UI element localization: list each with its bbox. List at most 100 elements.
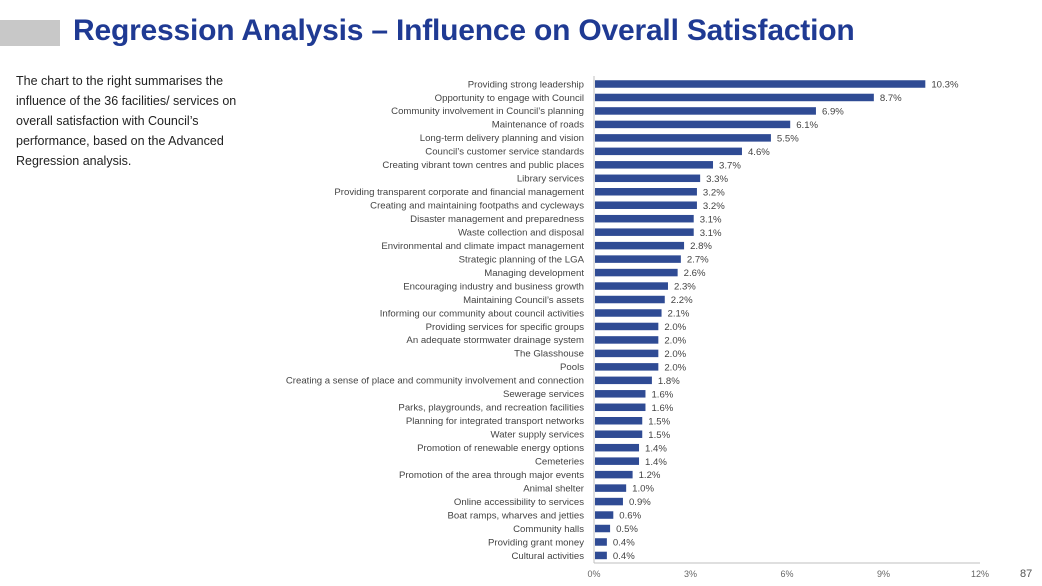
value-label: 6.1%: [796, 120, 818, 131]
bar: [595, 551, 607, 560]
bar: [595, 282, 668, 290]
chart-description: The chart to the right summarises the in…: [16, 74, 237, 168]
bar: [595, 470, 633, 479]
value-label: 2.0%: [664, 322, 686, 333]
value-label: 1.4%: [645, 443, 667, 454]
x-tick-label: 3%: [684, 569, 697, 579]
value-label: 0.5%: [616, 524, 638, 535]
value-label: 2.2%: [671, 295, 693, 306]
page-number: 87: [1020, 568, 1033, 580]
value-label: 3.2%: [703, 201, 725, 212]
category-label: Water supply services: [491, 430, 585, 441]
bar: [595, 174, 701, 183]
category-label: Boat ramps, wharves and jetties: [447, 510, 584, 521]
value-label: 1.5%: [648, 416, 670, 427]
value-label: 0.6%: [619, 511, 641, 522]
category-label: Encouraging industry and business growth: [403, 281, 584, 292]
bar: [595, 497, 623, 506]
bar: [595, 376, 652, 385]
value-label: 1.0%: [632, 484, 654, 495]
bar: [595, 349, 659, 358]
value-label: 2.0%: [664, 362, 686, 373]
value-label: 2.7%: [687, 255, 709, 266]
category-label: Maintenance of roads: [492, 120, 584, 131]
bar: [595, 322, 659, 331]
category-label: Long-term delivery planning and vision: [420, 133, 584, 144]
value-label: 1.4%: [645, 457, 667, 468]
value-label: 2.1%: [668, 309, 690, 320]
value-label: 1.6%: [651, 403, 673, 414]
bar: [595, 336, 659, 344]
bar: [595, 228, 694, 236]
value-label: 5.5%: [777, 133, 799, 144]
category-label: An adequate stormwater drainage system: [406, 335, 584, 346]
category-label: Online accessibility to services: [454, 497, 584, 508]
title-accent-bar: [0, 20, 60, 46]
bar: [595, 511, 614, 519]
value-label: 6.9%: [822, 107, 844, 118]
category-label: Managing development: [484, 268, 584, 279]
category-label: Parks, playgrounds, and recreation facil…: [398, 403, 584, 414]
category-label: Community involvement in Council’s plann…: [391, 106, 584, 117]
value-label: 10.3%: [931, 80, 959, 91]
value-label: 0.4%: [613, 538, 635, 549]
category-label: Promotion of the area through major even…: [399, 470, 584, 481]
bar: [595, 147, 742, 156]
value-label: 2.6%: [684, 268, 706, 279]
category-label: Animal shelter: [523, 483, 585, 494]
category-label: Informing our community about council ac…: [380, 308, 584, 319]
value-label: 1.2%: [639, 470, 661, 481]
category-label: Disaster management and preparedness: [410, 214, 584, 225]
value-label: 3.1%: [700, 228, 722, 239]
bar: [595, 161, 714, 169]
x-tick-label: 0%: [587, 569, 600, 579]
category-label: Promotion of renewable energy options: [417, 443, 584, 454]
value-label: 0.4%: [613, 551, 635, 562]
x-tick-label: 9%: [877, 569, 890, 579]
bar: [595, 201, 697, 209]
bar: [595, 417, 643, 425]
category-label: Waste collection and disposal: [458, 227, 584, 238]
bar: [595, 93, 874, 102]
category-label: Creating and maintaining footpaths and c…: [370, 201, 584, 212]
category-label: Council’s customer service standards: [425, 147, 584, 158]
x-tick-label: 6%: [780, 569, 793, 579]
bar: [595, 295, 665, 304]
bar: [595, 538, 607, 546]
category-label: Providing transparent corporate and fina…: [334, 187, 584, 198]
value-label: 2.0%: [664, 336, 686, 347]
bar: [595, 80, 926, 88]
category-label: Providing grant money: [488, 537, 584, 548]
bar: [595, 403, 646, 412]
category-label: Providing services for specific groups: [426, 322, 585, 333]
value-label: 3.7%: [719, 160, 741, 171]
value-label: 3.2%: [703, 187, 725, 198]
bar: [595, 134, 771, 142]
category-label: Creating vibrant town centres and public…: [382, 160, 584, 171]
bar: [595, 214, 694, 223]
category-label: Strategic planning of the LGA: [459, 254, 585, 265]
bar: [595, 188, 697, 196]
value-label: 4.6%: [748, 147, 770, 158]
bar: [595, 107, 816, 115]
category-label: Sewerage services: [503, 389, 584, 400]
bar: [595, 363, 659, 371]
category-label: Maintaining Council’s assets: [463, 295, 584, 306]
bar: [595, 484, 627, 492]
bar: [595, 430, 643, 438]
bar: [595, 268, 678, 277]
value-label: 1.6%: [651, 389, 673, 400]
x-tick-label: 12%: [971, 569, 989, 579]
category-label: Library services: [517, 174, 584, 185]
category-label: Opportunity to engage with Council: [435, 93, 584, 104]
bar: [595, 524, 611, 533]
value-label: 3.3%: [706, 174, 728, 185]
bar: [595, 241, 685, 250]
category-label: The Glasshouse: [514, 349, 584, 360]
category-label: Cultural activities: [511, 551, 584, 562]
category-label: Planning for integrated transport networ…: [406, 416, 584, 427]
bar: [595, 309, 662, 317]
value-label: 2.0%: [664, 349, 686, 360]
value-label: 1.5%: [648, 430, 670, 441]
